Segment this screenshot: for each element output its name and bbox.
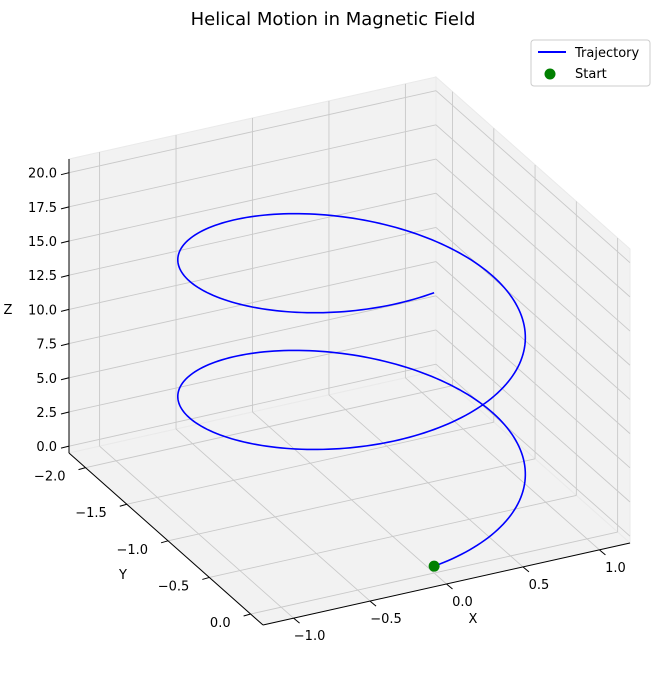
z-gridline-right [435,261,631,434]
x-axis-label: X [469,612,478,627]
z-gridline-right [435,295,631,469]
y-tick-mark [202,576,210,580]
y-gridline-floor [250,531,618,615]
trajectory-line [176,212,527,567]
z-tick-mark [60,274,70,278]
z-gridline-right [435,90,631,264]
y-tick-label: −0.5 [158,579,190,594]
x-tick-mark [522,566,530,573]
z-tick-label: 2.5 [36,406,57,421]
x-tick-label: 0.5 [529,578,550,593]
z-gridline-left [68,90,437,174]
z-tick-mark [60,308,70,312]
x-axis-line [262,542,631,626]
y-axis-label: Y [118,568,127,583]
y-tick-mark [78,467,86,471]
z-tick-label: 17.5 [28,201,57,216]
x-tick-mark [599,549,606,556]
x-gridline-floor [99,445,294,619]
x-tick-label: 0.0 [452,595,473,610]
z-tick-mark [60,411,70,415]
z-tick-label: 0.0 [36,440,57,455]
z-gridline-right [435,158,631,332]
x-gridline-floor [252,411,447,585]
z-gridline-right [435,124,631,298]
z-gridline-left [68,124,437,208]
z-gridline-left [68,226,437,310]
z-tick-mark [60,445,70,449]
x-tick-label: −1.0 [294,629,326,644]
z-gridline-right [435,329,631,503]
z-gridline-left [68,192,437,276]
z-tick-label: 10.0 [28,303,57,318]
x-tick-label: 1.0 [605,561,626,576]
y-gridline-floor [167,458,536,542]
y-axis-line [68,452,264,626]
z-tick-label: 5.0 [36,372,57,387]
z-gridline-right [435,227,631,400]
z-tick-mark [60,172,70,176]
grid-lines [68,83,631,619]
z-tick-label: 12.5 [28,269,57,284]
x-tick-mark [293,617,300,624]
z-gridline-left [68,329,437,413]
z-gridline-right [435,192,631,366]
z-gridline-left [68,261,437,345]
legend-label-trajectory: Trajectory [574,46,639,61]
z-gridline-left [68,158,437,242]
axes: 1.0 0.5 0.0 −0.5 −1.0 0.0 −0.5 −1.0 −1.5 −2.0 0.0 2… [28,159,631,644]
x-tick-mark [446,583,453,590]
y-tick-label: −1.5 [75,506,107,521]
z-gridline-left [68,295,437,379]
legend: Trajectory Start [530,39,651,87]
y-tick-mark [160,540,169,544]
x-gridline-floor [175,428,371,602]
x-gridline-floor [328,394,524,568]
start-point [428,560,440,572]
z-gridline-left [68,363,437,447]
z-tick-label: 20.0 [28,167,57,182]
plot-area [176,212,527,572]
x-tick-mark [369,600,377,607]
z-tick-mark [60,206,70,210]
y-tick-label: 0.0 [210,616,231,631]
z-tick-mark [60,343,70,347]
y-gridline-floor [85,385,453,469]
z-tick-mark [60,240,70,244]
x-gridline-floor [405,377,600,551]
z-axis-label: Z [4,303,13,318]
chart-title: Helical Motion in Magnetic Field [191,9,476,30]
x-tick-label: −0.5 [370,612,402,627]
z-tick-mark [60,377,70,381]
y-tick-label: −2.0 [34,470,66,485]
z-gridline-right [435,363,631,537]
z-tick-label: 15.0 [28,235,57,250]
legend-swatch-start [544,68,556,80]
legend-label-start: Start [575,67,607,82]
z-tick-label: 7.5 [36,338,57,353]
y-tick-mark [119,503,127,507]
y-tick-mark [243,613,251,617]
y-tick-label: −1.0 [116,543,148,558]
y-gridline-floor [126,421,494,505]
